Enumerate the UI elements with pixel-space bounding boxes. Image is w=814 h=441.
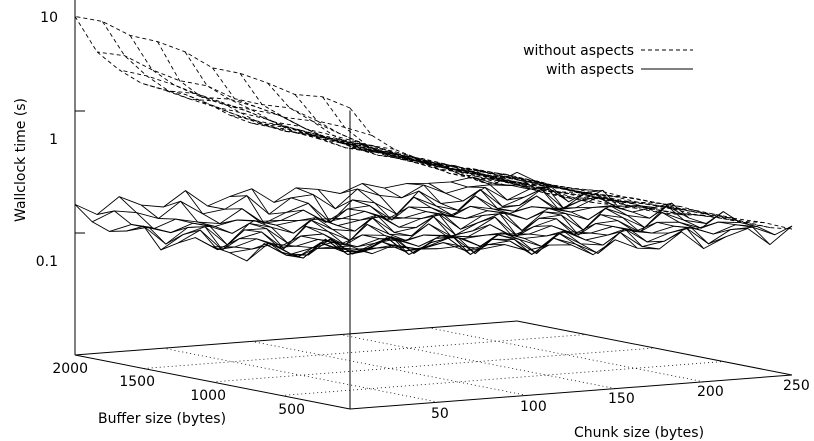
floor-gridline: [281, 361, 724, 396]
z-tick-label: 1: [49, 132, 58, 148]
surface-with-aspects-line: [315, 224, 758, 256]
surface-without-aspects-line: [349, 107, 793, 230]
surface-without-aspects-line: [163, 89, 439, 166]
surface-without-aspects-line: [406, 158, 682, 216]
surface-with-aspects-line: [74, 171, 518, 216]
tick-marks: [75, 110, 85, 234]
base-grid: [74, 320, 793, 410]
surface-with-aspects-line: [246, 205, 690, 262]
x-tick-label: 500: [278, 402, 305, 418]
surface-without-aspects-line: [74, 16, 518, 178]
surface-without-aspects-line: [74, 15, 351, 109]
floor-gridline: [251, 341, 527, 396]
z-tick-label: 10: [40, 10, 58, 26]
y-axis-title: Chunk size (bytes): [574, 425, 704, 441]
y-tick-label: 200: [697, 384, 724, 400]
surface-without-aspects-line: [239, 73, 683, 208]
surface-with-aspects-line: [195, 205, 638, 251]
x-tick-label: 2000: [52, 361, 88, 377]
surface-with-aspects-line: [109, 186, 552, 232]
z-tick-label: 0.1: [36, 254, 58, 270]
surface-with-aspects-line: [97, 210, 373, 259]
floor-gridline: [340, 334, 616, 389]
surface-without-aspects-line: [294, 94, 738, 220]
floor-edge: [74, 320, 518, 356]
legend: without aspects with aspects: [523, 43, 693, 78]
legend-label-without-aspects: without aspects: [523, 43, 634, 59]
floor-edge: [516, 320, 793, 376]
surface-with-aspects-line: [229, 202, 672, 254]
surface-without-aspects: [74, 15, 793, 230]
surface-with-aspects-line: [126, 186, 569, 234]
legend-label-with-aspects: with aspects: [546, 62, 634, 78]
y-tick-label: 100: [520, 399, 547, 415]
floor-gridline: [428, 327, 704, 383]
x-tick-label: 1500: [119, 374, 155, 390]
x-axis-title: Buffer size (bytes): [98, 411, 226, 427]
surface-without-aspects-line: [317, 138, 594, 203]
x-tick-label: 1000: [190, 388, 226, 404]
surface-with-aspects: [74, 171, 793, 262]
y-tick-label: 50: [431, 406, 449, 422]
surface-without-aspects-line: [184, 51, 628, 199]
surface-with-aspects-line: [177, 196, 621, 251]
y-tick-label: 250: [783, 378, 810, 394]
surface-without-aspects-line: [157, 41, 600, 192]
surface-without-aspects-line: [322, 96, 765, 224]
surface-with-aspects-line: [160, 189, 604, 251]
surface-without-aspects-line: [212, 67, 655, 203]
axis-lines: [74, 0, 351, 409]
surface-without-aspects-line: [141, 82, 417, 159]
floor-gridline: [143, 334, 586, 369]
floor-edge: [349, 374, 793, 410]
surface-without-aspects-line: [119, 69, 395, 150]
z-axis-title: Wallclock time (s): [13, 98, 29, 222]
floor-gridline: [212, 347, 655, 383]
surface-with-aspects-line: [92, 180, 535, 223]
surface-without-aspects-line: [102, 21, 545, 185]
surface-with-aspects-line: [143, 188, 587, 245]
y-tick-label: 150: [608, 391, 635, 407]
surface-without-aspects-line: [97, 51, 373, 136]
surface-without-aspects-line: [267, 82, 710, 216]
